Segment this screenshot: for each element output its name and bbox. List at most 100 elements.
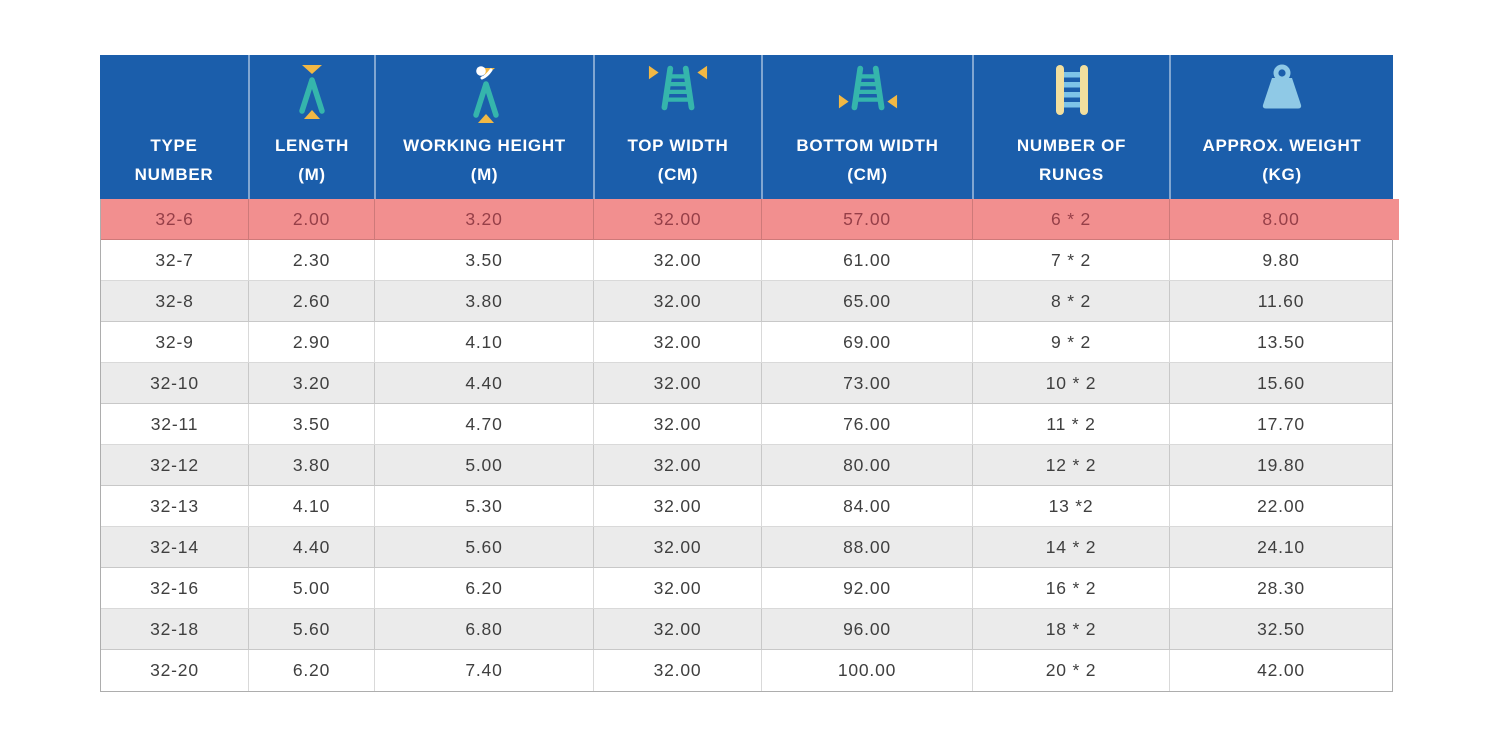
cell-bottom-width: 69.00 <box>762 322 973 362</box>
cell-type-number: 32-8 <box>101 281 249 321</box>
rungs-icon <box>974 63 1169 139</box>
cell-top-width: 32.00 <box>594 199 762 239</box>
cell-type-number: 32-14 <box>101 527 249 567</box>
header-number-of-rungs: NUMBER OF RUNGS <box>972 55 1169 199</box>
cell-bottom-width: 100.00 <box>762 650 973 691</box>
cell-type-number: 32-11 <box>101 404 249 444</box>
cell-bottom-width: 88.00 <box>762 527 973 567</box>
cell-bottom-width: 73.00 <box>762 363 973 403</box>
cell-approx-weight: 28.30 <box>1257 577 1305 598</box>
cell-type-number: 32-18 <box>101 609 249 649</box>
cell-top-width: 32.00 <box>594 445 762 485</box>
cell-bottom-width: 84.00 <box>762 486 973 526</box>
cell-length: 3.80 <box>249 445 375 485</box>
cell-approx-weight: 32.50 <box>1257 618 1305 639</box>
cell-length: 5.60 <box>249 609 375 649</box>
cell-number-of-rungs: 14 * 2 <box>973 527 1170 567</box>
cell-working-height: 6.80 <box>375 609 594 649</box>
cell-length: 2.00 <box>249 199 375 239</box>
cell-approx-weight: 8.00 <box>1262 208 1300 229</box>
cell-number-of-rungs: 10 * 2 <box>973 363 1170 403</box>
cell-working-height: 3.80 <box>375 281 594 321</box>
cell-bottom-width: 76.00 <box>762 404 973 444</box>
cell-approx-weight: 24.10 <box>1257 536 1305 557</box>
table-row: 32-16 5.00 6.20 32.00 92.00 16 * 2 28.30 <box>101 568 1392 609</box>
header-label: WORKING HEIGHT (M) <box>403 136 566 184</box>
table-row: 32-7 2.30 3.50 32.00 61.00 7 * 2 9.80 <box>101 240 1392 281</box>
cell-length: 5.00 <box>249 568 375 608</box>
cell-working-height: 3.20 <box>375 199 594 239</box>
cell-working-height: 4.10 <box>375 322 594 362</box>
table-row: 32-8 2.60 3.80 32.00 65.00 8 * 2 11.60 <box>101 281 1392 322</box>
cell-approx-weight: 15.60 <box>1257 372 1305 393</box>
table-row: 32-20 6.20 7.40 32.00 100.00 20 * 2 42.0… <box>101 650 1392 691</box>
cell-bottom-width: 61.00 <box>762 240 973 280</box>
table-row: 32-14 4.40 5.60 32.00 88.00 14 * 2 24.10 <box>101 527 1392 568</box>
working-height-icon <box>376 63 593 139</box>
cell-bottom-width: 96.00 <box>762 609 973 649</box>
cell-top-width: 32.00 <box>594 650 762 691</box>
table-row: 32-13 4.10 5.30 32.00 84.00 13 *2 22.00 <box>101 486 1392 527</box>
cell-length: 2.60 <box>249 281 375 321</box>
cell-approx-weight: 11.60 <box>1257 290 1305 311</box>
cell-approx-weight: 9.80 <box>1262 249 1300 270</box>
cell-type-number: 32-9 <box>101 322 249 362</box>
header-top-width: TOP WIDTH (CM) <box>593 55 761 199</box>
header-label: NUMBER OF RUNGS <box>1016 136 1127 184</box>
header-label: BOTTOM WIDTH (CM) <box>796 136 939 184</box>
header-label: LENGTH (M) <box>274 136 350 184</box>
cell-type-number: 32-6 <box>101 199 249 239</box>
cell-number-of-rungs: 9 * 2 <box>973 322 1170 362</box>
cell-number-of-rungs: 11 * 2 <box>973 404 1170 444</box>
bottom-width-icon <box>763 63 972 139</box>
cell-working-height: 3.50 <box>375 240 594 280</box>
table-row: 32-18 5.60 6.80 32.00 96.00 18 * 2 32.50 <box>101 609 1392 650</box>
cell-type-number: 32-13 <box>101 486 249 526</box>
cell-working-height: 5.30 <box>375 486 594 526</box>
cell-approx-weight: 22.00 <box>1257 495 1305 516</box>
cell-working-height: 4.70 <box>375 404 594 444</box>
cell-number-of-rungs: 20 * 2 <box>973 650 1170 691</box>
cell-working-height: 4.40 <box>375 363 594 403</box>
cell-top-width: 32.00 <box>594 240 762 280</box>
header-bottom-width: BOTTOM WIDTH (CM) <box>761 55 972 199</box>
cell-length: 4.10 <box>249 486 375 526</box>
cell-approx-weight: 17.70 <box>1257 413 1305 434</box>
length-icon <box>250 63 374 139</box>
cell-length: 3.20 <box>249 363 375 403</box>
cell-number-of-rungs: 13 *2 <box>973 486 1170 526</box>
cell-bottom-width: 80.00 <box>762 445 973 485</box>
cell-number-of-rungs: 7 * 2 <box>973 240 1170 280</box>
cell-length: 2.30 <box>249 240 375 280</box>
cell-bottom-width: 65.00 <box>762 281 973 321</box>
cell-top-width: 32.00 <box>594 404 762 444</box>
cell-type-number: 32-12 <box>101 445 249 485</box>
header-type-number: TYPE NUMBER <box>100 55 248 199</box>
cell-top-width: 32.00 <box>594 486 762 526</box>
header-approx-weight: APPROX. WEIGHT (KG) <box>1169 55 1393 199</box>
table-row: 32-11 3.50 4.70 32.00 76.00 11 * 2 17.70 <box>101 404 1392 445</box>
cell-type-number: 32-10 <box>101 363 249 403</box>
cell-top-width: 32.00 <box>594 281 762 321</box>
cell-top-width: 32.00 <box>594 363 762 403</box>
table-body: 32-6 2.00 3.20 32.00 57.00 6 * 2 8.00 32… <box>100 199 1399 692</box>
weight-icon <box>1171 63 1393 139</box>
cell-top-width: 32.00 <box>594 322 762 362</box>
table-row: 32-12 3.80 5.00 32.00 80.00 12 * 2 19.80 <box>101 445 1392 486</box>
top-width-icon <box>595 63 761 139</box>
cell-working-height: 5.00 <box>375 445 594 485</box>
cell-top-width: 32.00 <box>594 568 762 608</box>
cell-bottom-width: 57.00 <box>762 199 973 239</box>
cell-working-height: 6.20 <box>375 568 594 608</box>
cell-top-width: 32.00 <box>594 609 762 649</box>
table-row: 32-9 2.90 4.10 32.00 69.00 9 * 2 13.50 <box>101 322 1392 363</box>
cell-approx-weight: 13.50 <box>1257 331 1305 352</box>
cell-working-height: 7.40 <box>375 650 594 691</box>
cell-number-of-rungs: 18 * 2 <box>973 609 1170 649</box>
cell-length: 2.90 <box>249 322 375 362</box>
cell-approx-weight: 19.80 <box>1257 454 1305 475</box>
cell-number-of-rungs: 6 * 2 <box>973 199 1170 239</box>
header-working-height: WORKING HEIGHT (M) <box>374 55 593 199</box>
cell-type-number: 32-7 <box>101 240 249 280</box>
table-header: TYPE NUMBER LENGTH (M) <box>100 55 1393 199</box>
